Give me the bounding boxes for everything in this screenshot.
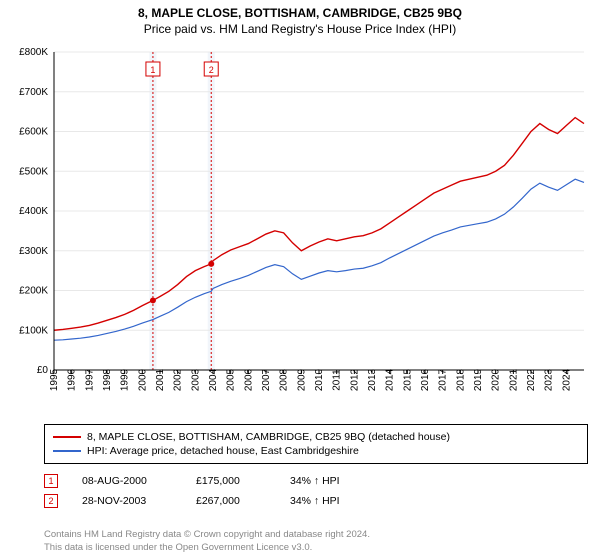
svg-text:2014: 2014 xyxy=(385,368,396,391)
svg-text:1998: 1998 xyxy=(102,368,113,391)
svg-text:2: 2 xyxy=(209,65,214,75)
svg-text:1997: 1997 xyxy=(84,368,95,391)
svg-text:£600K: £600K xyxy=(19,127,48,138)
svg-text:1996: 1996 xyxy=(67,368,78,391)
svg-text:2024: 2024 xyxy=(561,368,572,391)
svg-text:£800K: £800K xyxy=(19,48,48,58)
event-pct: 34% ↑ HPI xyxy=(290,495,340,507)
event-price: £267,000 xyxy=(196,495,266,507)
svg-text:1: 1 xyxy=(150,65,155,75)
footer-line: Contains HM Land Registry data © Crown c… xyxy=(44,529,588,541)
event-marker-icon: 1 xyxy=(44,474,58,488)
svg-text:£500K: £500K xyxy=(19,166,48,177)
svg-text:2008: 2008 xyxy=(279,368,290,391)
svg-text:2017: 2017 xyxy=(438,368,449,391)
legend-swatch xyxy=(53,436,81,438)
svg-text:£300K: £300K xyxy=(19,246,48,257)
svg-text:2015: 2015 xyxy=(402,368,413,391)
svg-text:2007: 2007 xyxy=(261,368,272,391)
svg-text:2002: 2002 xyxy=(173,368,184,391)
footer: Contains HM Land Registry data © Crown c… xyxy=(44,529,588,554)
legend-label: HPI: Average price, detached house, East… xyxy=(87,445,359,457)
svg-text:1995: 1995 xyxy=(49,368,60,391)
svg-text:1999: 1999 xyxy=(120,368,131,391)
event-row: 1 08-AUG-2000 £175,000 34% ↑ HPI xyxy=(44,474,588,488)
legend-item: HPI: Average price, detached house, East… xyxy=(53,445,579,457)
legend: 8, MAPLE CLOSE, BOTTISHAM, CAMBRIDGE, CB… xyxy=(44,424,588,464)
svg-text:£400K: £400K xyxy=(19,206,48,217)
svg-text:2012: 2012 xyxy=(349,368,360,391)
svg-text:2021: 2021 xyxy=(508,368,519,391)
event-row: 2 28-NOV-2003 £267,000 34% ↑ HPI xyxy=(44,494,588,508)
svg-text:2018: 2018 xyxy=(455,368,466,391)
svg-text:2006: 2006 xyxy=(243,368,254,391)
event-date: 08-AUG-2000 xyxy=(82,475,172,487)
svg-text:2000: 2000 xyxy=(137,368,148,391)
svg-text:2001: 2001 xyxy=(155,368,166,391)
svg-text:2022: 2022 xyxy=(526,368,537,391)
svg-text:2013: 2013 xyxy=(367,368,378,391)
svg-text:2011: 2011 xyxy=(332,369,343,391)
event-price: £175,000 xyxy=(196,475,266,487)
svg-text:2004: 2004 xyxy=(208,368,219,391)
svg-text:£700K: £700K xyxy=(19,87,48,98)
legend-item: 8, MAPLE CLOSE, BOTTISHAM, CAMBRIDGE, CB… xyxy=(53,431,579,443)
svg-text:2023: 2023 xyxy=(544,368,555,391)
legend-swatch xyxy=(53,450,81,452)
chart-svg: £0 £100K £200K £300K £400K £500K £600K £700K £80… xyxy=(8,48,592,418)
event-pct: 34% ↑ HPI xyxy=(290,475,340,487)
legend-label: 8, MAPLE CLOSE, BOTTISHAM, CAMBRIDGE, CB… xyxy=(87,431,450,443)
svg-text:2016: 2016 xyxy=(420,368,431,391)
svg-text:2020: 2020 xyxy=(491,368,502,391)
chart-title: 8, MAPLE CLOSE, BOTTISHAM, CAMBRIDGE, CB… xyxy=(0,6,600,20)
svg-text:2010: 2010 xyxy=(314,368,325,391)
chart-subtitle: Price paid vs. HM Land Registry's House … xyxy=(0,22,600,36)
svg-text:£200K: £200K xyxy=(19,286,48,297)
chart-area: £0 £100K £200K £300K £400K £500K £600K £700K £80… xyxy=(8,48,592,418)
event-table: 1 08-AUG-2000 £175,000 34% ↑ HPI 2 28-NO… xyxy=(44,468,588,514)
svg-text:£0: £0 xyxy=(37,365,49,376)
svg-text:2003: 2003 xyxy=(190,368,201,391)
event-marker-icon: 2 xyxy=(44,494,58,508)
event-date: 28-NOV-2003 xyxy=(82,495,172,507)
svg-text:£100K: £100K xyxy=(19,325,48,336)
svg-text:2009: 2009 xyxy=(296,368,307,391)
svg-text:2005: 2005 xyxy=(226,368,237,391)
footer-line: This data is licensed under the Open Gov… xyxy=(44,542,588,554)
svg-text:2019: 2019 xyxy=(473,368,484,391)
